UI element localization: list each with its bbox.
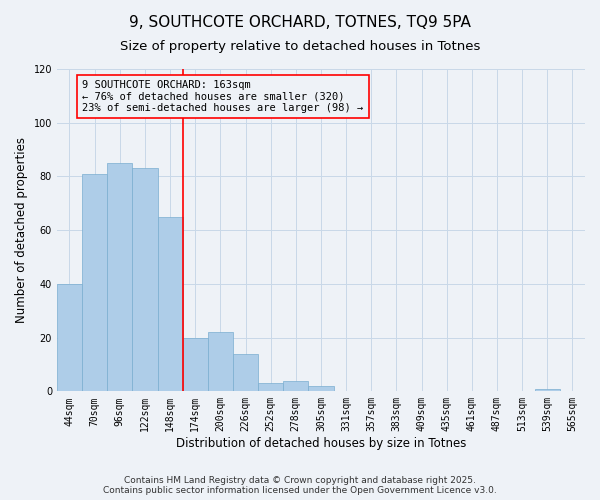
Text: 9, SOUTHCOTE ORCHARD, TOTNES, TQ9 5PA: 9, SOUTHCOTE ORCHARD, TOTNES, TQ9 5PA <box>129 15 471 30</box>
Text: Size of property relative to detached houses in Totnes: Size of property relative to detached ho… <box>120 40 480 53</box>
X-axis label: Distribution of detached houses by size in Totnes: Distribution of detached houses by size … <box>176 437 466 450</box>
Bar <box>283 380 308 392</box>
Bar <box>535 388 560 392</box>
Bar <box>308 386 334 392</box>
Bar <box>258 384 283 392</box>
Bar <box>82 174 107 392</box>
Y-axis label: Number of detached properties: Number of detached properties <box>15 137 28 323</box>
Bar <box>233 354 258 392</box>
Bar <box>182 338 208 392</box>
Bar <box>158 216 182 392</box>
Text: Contains HM Land Registry data © Crown copyright and database right 2025.
Contai: Contains HM Land Registry data © Crown c… <box>103 476 497 495</box>
Bar <box>208 332 233 392</box>
Bar <box>133 168 158 392</box>
Bar <box>57 284 82 392</box>
Text: 9 SOUTHCOTE ORCHARD: 163sqm
← 76% of detached houses are smaller (320)
23% of se: 9 SOUTHCOTE ORCHARD: 163sqm ← 76% of det… <box>82 80 364 113</box>
Bar <box>107 163 133 392</box>
